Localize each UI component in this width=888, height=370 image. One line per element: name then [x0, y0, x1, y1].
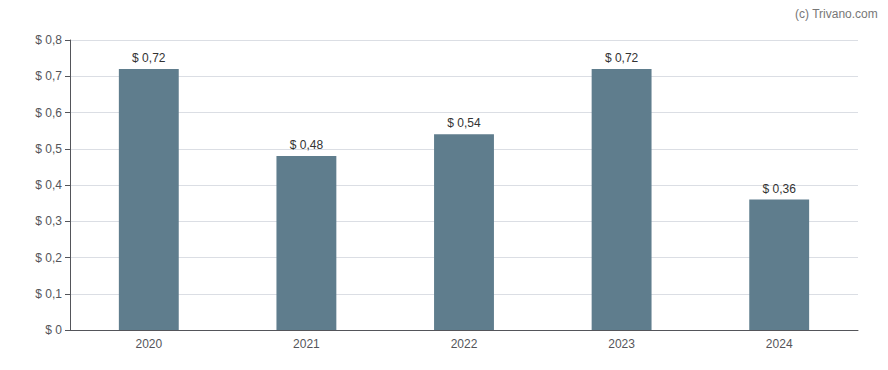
- svg-text:$ 0,2: $ 0,2: [35, 251, 62, 265]
- svg-text:2022: 2022: [451, 337, 478, 351]
- svg-text:$ 0,4: $ 0,4: [35, 178, 62, 192]
- svg-text:2020: 2020: [135, 337, 162, 351]
- svg-text:$ 0,36: $ 0,36: [763, 182, 797, 196]
- svg-text:(c) Trivano.com: (c) Trivano.com: [795, 7, 878, 21]
- svg-text:2023: 2023: [608, 337, 635, 351]
- svg-text:$ 0,8: $ 0,8: [35, 33, 62, 47]
- svg-text:$ 0,48: $ 0,48: [290, 138, 324, 152]
- svg-text:$ 0,5: $ 0,5: [35, 142, 62, 156]
- svg-text:$ 0,54: $ 0,54: [447, 116, 481, 130]
- svg-text:$ 0,3: $ 0,3: [35, 214, 62, 228]
- svg-text:$ 0,7: $ 0,7: [35, 69, 62, 83]
- svg-text:$ 0,72: $ 0,72: [605, 51, 639, 65]
- svg-text:2021: 2021: [293, 337, 320, 351]
- svg-text:$ 0,6: $ 0,6: [35, 106, 62, 120]
- svg-text:$ 0: $ 0: [45, 323, 62, 337]
- svg-text:2024: 2024: [766, 337, 793, 351]
- svg-text:$ 0,72: $ 0,72: [132, 51, 166, 65]
- svg-text:$ 0,1: $ 0,1: [35, 287, 62, 301]
